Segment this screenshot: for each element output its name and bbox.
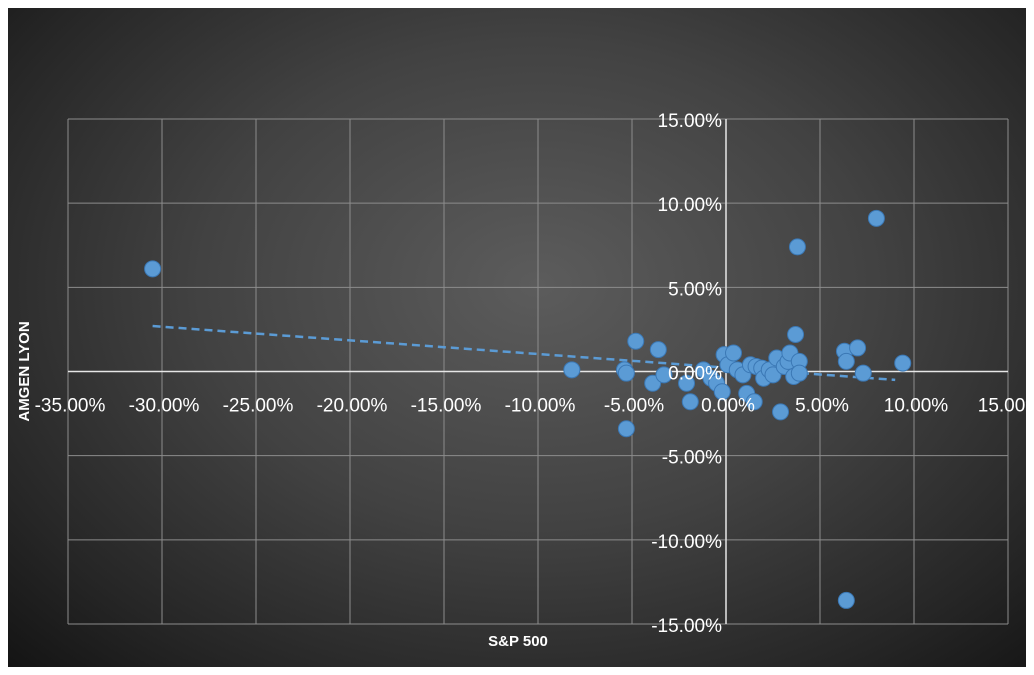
- x-tick-label: -15.00%: [411, 396, 482, 417]
- y-tick-label: -10.00%: [651, 532, 722, 553]
- data-point: [854, 364, 872, 382]
- data-point: [837, 352, 855, 370]
- data-points: [144, 209, 912, 609]
- y-tick-label: 0.00%: [668, 364, 722, 385]
- x-tick-label: 5.00%: [795, 396, 849, 417]
- data-point: [144, 260, 162, 278]
- y-tick-label: -15.00%: [651, 616, 722, 637]
- data-point: [790, 364, 808, 382]
- data-point: [849, 339, 867, 357]
- y-axis-title: AMGEN LYON: [16, 321, 33, 421]
- y-tick-label: 5.00%: [668, 279, 722, 300]
- data-point: [837, 591, 855, 609]
- x-tick-label: -25.00%: [223, 396, 294, 417]
- data-point: [563, 361, 581, 379]
- y-tick-label: 10.00%: [658, 195, 723, 216]
- x-tick-label: -5.00%: [604, 396, 664, 417]
- data-point: [617, 364, 635, 382]
- data-point: [617, 420, 635, 438]
- x-tick-label: -30.00%: [129, 396, 200, 417]
- data-point: [627, 332, 645, 350]
- x-tick-label: -10.00%: [505, 396, 576, 417]
- data-point: [713, 383, 731, 401]
- data-point: [655, 366, 673, 384]
- tick-labels: -35.00% -30.00% -25.00% -20.00% -15.00% -10.0…: [35, 111, 1026, 637]
- x-tick-label: 15.00%: [978, 396, 1026, 417]
- data-point: [787, 325, 805, 343]
- data-point: [745, 393, 763, 411]
- x-axis-title: S&P 500: [488, 633, 548, 650]
- x-tick-label: 0.00%: [701, 396, 755, 417]
- data-point: [788, 238, 806, 256]
- x-tick-label: -35.00%: [35, 396, 106, 417]
- data-point: [644, 374, 662, 392]
- chart-frame: -35.00% -30.00% -25.00% -20.00% -15.00% -10.0…: [8, 8, 1026, 667]
- scatter-chart: -35.00% -30.00% -25.00% -20.00% -15.00% -10.0…: [16, 111, 1026, 650]
- data-point: [725, 344, 743, 362]
- trendline-layer: [152, 324, 896, 382]
- data-point: [894, 354, 912, 372]
- data-point: [678, 374, 696, 392]
- data-point: [681, 393, 699, 411]
- y-tick-label: -5.00%: [662, 448, 722, 469]
- y-tick-label: 15.00%: [658, 111, 723, 132]
- trendline: [152, 324, 896, 382]
- data-point: [867, 209, 885, 227]
- x-tick-label: -20.00%: [317, 396, 388, 417]
- data-point: [649, 341, 667, 359]
- data-point: [772, 403, 790, 421]
- data-point: [764, 366, 782, 384]
- x-tick-label: 10.00%: [884, 396, 949, 417]
